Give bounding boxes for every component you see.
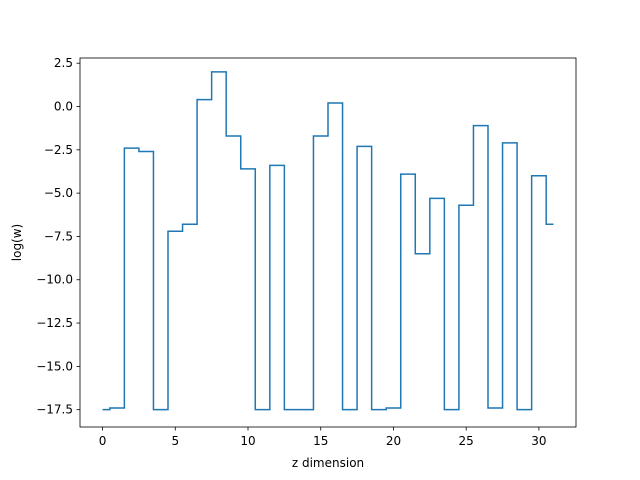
x-axis-label: z dimension xyxy=(292,456,364,470)
x-tick-label: 0 xyxy=(99,434,107,448)
y-tick-label: −5.0 xyxy=(44,186,73,200)
y-tick-label: −10.0 xyxy=(36,273,73,287)
y-tick-label: 2.5 xyxy=(54,56,73,70)
y-tick-label: −12.5 xyxy=(36,316,73,330)
y-tick-label: −15.0 xyxy=(36,359,73,373)
x-tick-label: 25 xyxy=(459,434,474,448)
x-tick-label: 30 xyxy=(531,434,546,448)
y-axis-label: log(w) xyxy=(10,224,24,261)
y-axis: 2.5 0.0 −2.5 −5.0 −7.5 −10.0 −12.5 −15.0 −17.5 xyxy=(36,56,80,417)
y-tick-label: −2.5 xyxy=(44,143,73,157)
plot-frame xyxy=(79,57,577,428)
x-tick-label: 5 xyxy=(171,434,179,448)
x-tick-label: 10 xyxy=(240,434,255,448)
x-axis: 0 5 10 15 20 25 30 xyxy=(99,427,547,448)
x-tick-label: 15 xyxy=(313,434,328,448)
series-line-layer xyxy=(102,71,554,411)
y-tick-label: 0.0 xyxy=(54,100,73,114)
x-tick-label: 20 xyxy=(386,434,401,448)
y-tick-label: −17.5 xyxy=(36,403,73,417)
series-line xyxy=(102,71,554,411)
y-tick-label: −7.5 xyxy=(44,229,73,243)
